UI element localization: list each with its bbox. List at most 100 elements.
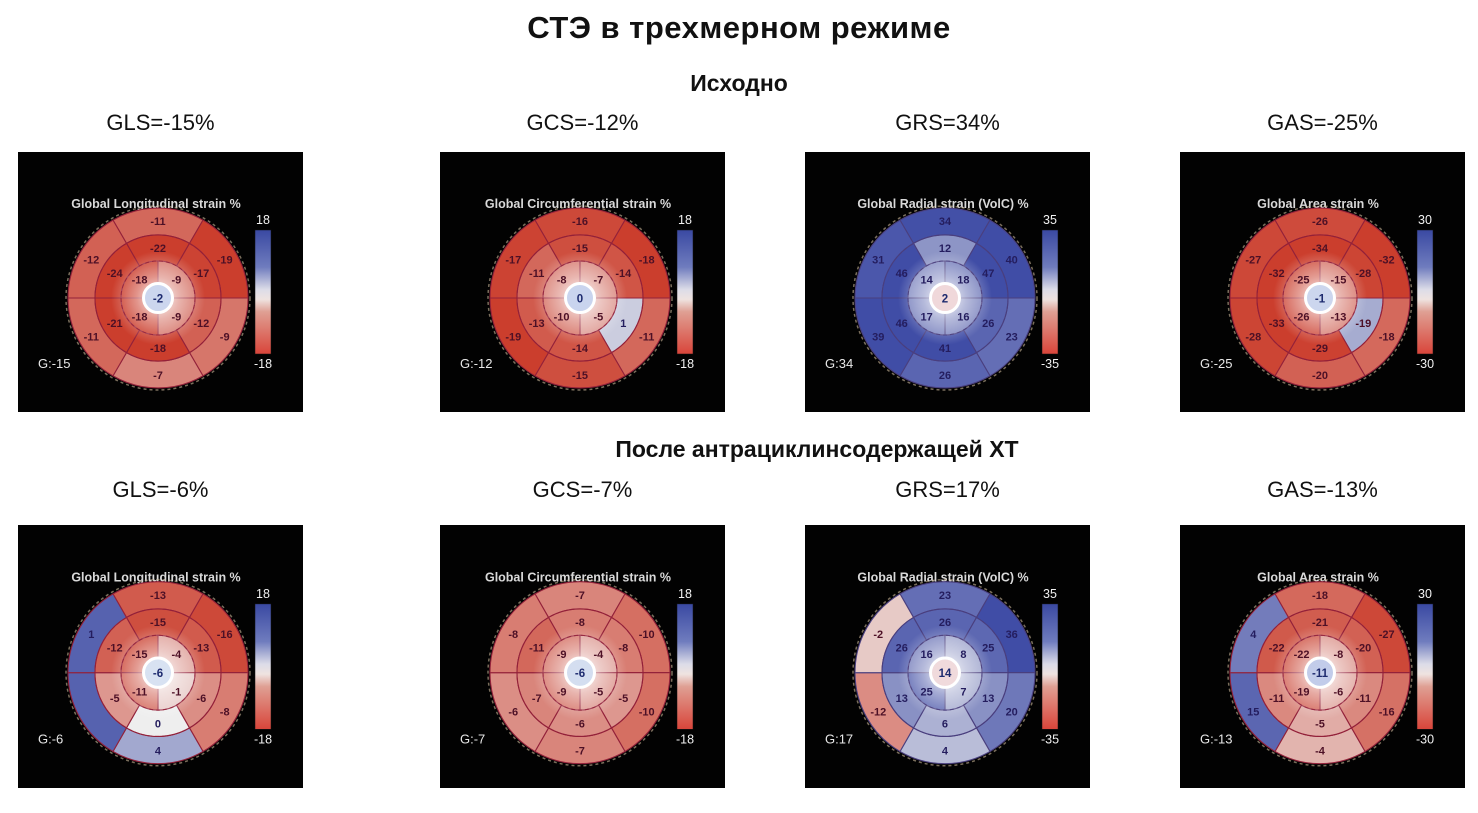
svg-text:-10: -10 (554, 311, 570, 323)
colorbar-max: 18 (678, 213, 692, 227)
bullseye-panel-gas-baseline: Global Area strain % -26 -32 -18 -20 -28 -27-… (1180, 152, 1465, 412)
svg-text:-17: -17 (193, 268, 209, 280)
svg-text:6: 6 (942, 718, 948, 730)
svg-text:-11: -11 (639, 332, 654, 344)
colorbar: 18 -18 (676, 587, 694, 747)
bullseye-panel-grs-after: Global Radial strain (VolC) % 23 36 20 4 -12… (805, 525, 1090, 788)
svg-text:-28: -28 (1245, 332, 1261, 344)
colorbar: 18 -18 (254, 587, 272, 747)
svg-text:-19: -19 (505, 332, 521, 344)
svg-text:-8: -8 (618, 642, 628, 654)
svg-text:-8: -8 (220, 707, 230, 719)
global-strain-value: G:-6 (38, 731, 63, 746)
svg-text:-15: -15 (132, 649, 148, 661)
svg-text:-4: -4 (172, 649, 183, 661)
bullseye-panel-gcs-baseline: Global Circumferential strain % -16 -18 -1… (440, 152, 725, 412)
svg-text:-22: -22 (150, 243, 166, 255)
svg-text:-6: -6 (575, 718, 585, 730)
svg-text:-11: -11 (1356, 693, 1371, 705)
colorbar-min: -30 (1416, 357, 1434, 371)
center-value: 14 (939, 668, 952, 680)
colorbar-min: -18 (254, 732, 272, 746)
svg-text:0: 0 (155, 718, 161, 730)
map-title: Global Radial strain (VolC) % (857, 571, 1028, 585)
colorbar-min: -35 (1041, 357, 1059, 371)
bullseye-chart: Global Longitudinal strain % -11 -19 -9 -7 -… (18, 152, 303, 412)
svg-text:-12: -12 (107, 642, 123, 654)
svg-text:-18: -18 (639, 255, 655, 267)
figure-title: СТЭ в трехмерном режиме (527, 10, 951, 45)
svg-text:23: 23 (1006, 332, 1018, 344)
section-subtitle-after-chemo: После антрациклинсодержащей ХТ (615, 436, 1019, 462)
svg-text:-15: -15 (1330, 275, 1346, 287)
svg-text:-18: -18 (132, 311, 148, 323)
svg-text:-12: -12 (193, 318, 209, 330)
panel-label-grs-baseline: GRS=34% (895, 110, 1000, 135)
panel-label-gas-after: GAS=-13% (1267, 477, 1378, 502)
svg-text:-33: -33 (1269, 318, 1285, 330)
svg-text:-9: -9 (172, 311, 182, 323)
svg-text:13: 13 (982, 693, 994, 705)
svg-text:-16: -16 (217, 629, 233, 641)
svg-text:4: 4 (1250, 629, 1257, 641)
colorbar-max: 30 (1418, 587, 1432, 601)
svg-text:-11: -11 (132, 686, 147, 698)
panel-label-grs-after: GRS=17% (895, 477, 1000, 502)
map-title: Global Circumferential strain % (485, 197, 671, 211)
svg-text:-13: -13 (529, 318, 545, 330)
svg-text:15: 15 (1247, 707, 1259, 719)
center-value: -2 (153, 294, 163, 306)
svg-text:-1: -1 (172, 686, 182, 698)
svg-text:-5: -5 (594, 686, 604, 698)
bullseye-panel-gls-after: Global Longitudinal strain % -13 -16 -8 4 1 -… (18, 525, 303, 788)
svg-text:17: 17 (920, 311, 932, 323)
colorbar-max: 18 (256, 587, 270, 601)
svg-text:-32: -32 (1379, 255, 1395, 267)
svg-text:-16: -16 (572, 216, 588, 228)
svg-text:-6: -6 (508, 707, 518, 719)
svg-text:-11: -11 (529, 268, 544, 280)
svg-text:-15: -15 (572, 370, 588, 382)
svg-text:-27: -27 (1245, 255, 1261, 267)
svg-text:-7: -7 (575, 590, 585, 602)
colorbar-max: 18 (678, 587, 692, 601)
svg-text:-22: -22 (1269, 642, 1285, 654)
svg-text:-17: -17 (505, 255, 521, 267)
colorbar-max: 35 (1043, 587, 1057, 601)
map-title: Global Longitudinal strain % (71, 571, 240, 585)
colorbar-min: -18 (676, 357, 694, 371)
center-value: -6 (153, 668, 163, 680)
svg-text:-9: -9 (172, 275, 182, 287)
center-value: -1 (1315, 294, 1326, 306)
svg-text:-19: -19 (217, 255, 233, 267)
svg-text:-19: -19 (1294, 686, 1310, 698)
center-value: -11 (1312, 668, 1329, 680)
colorbar: 18 -18 (254, 213, 272, 371)
svg-text:-11: -11 (150, 216, 165, 228)
svg-text:-29: -29 (1312, 343, 1328, 355)
map-title: Global Area strain % (1257, 571, 1379, 585)
panel-label-gls-baseline: GLS=-15% (106, 110, 215, 135)
svg-text:8: 8 (960, 649, 966, 661)
svg-text:-10: -10 (639, 629, 655, 641)
svg-text:18: 18 (957, 275, 969, 287)
svg-text:1: 1 (620, 318, 626, 330)
svg-text:-9: -9 (557, 686, 567, 698)
svg-text:-20: -20 (1355, 642, 1371, 654)
svg-text:-25: -25 (1294, 275, 1310, 287)
global-strain-value: G:-7 (460, 731, 485, 746)
svg-text:4: 4 (155, 746, 162, 758)
svg-text:39: 39 (872, 332, 884, 344)
svg-text:4: 4 (942, 746, 949, 758)
svg-text:-7: -7 (594, 275, 604, 287)
global-strain-value: G:-13 (1200, 731, 1232, 746)
panel-label-gcs-baseline: GCS=-12% (526, 110, 639, 135)
svg-text:-11: -11 (529, 642, 544, 654)
svg-text:12: 12 (939, 243, 951, 255)
svg-text:-7: -7 (153, 370, 163, 382)
svg-text:-8: -8 (557, 275, 567, 287)
svg-text:-8: -8 (1334, 649, 1344, 661)
svg-text:-12: -12 (870, 707, 886, 719)
svg-text:1: 1 (88, 629, 94, 641)
colorbar-min: -35 (1041, 732, 1059, 746)
